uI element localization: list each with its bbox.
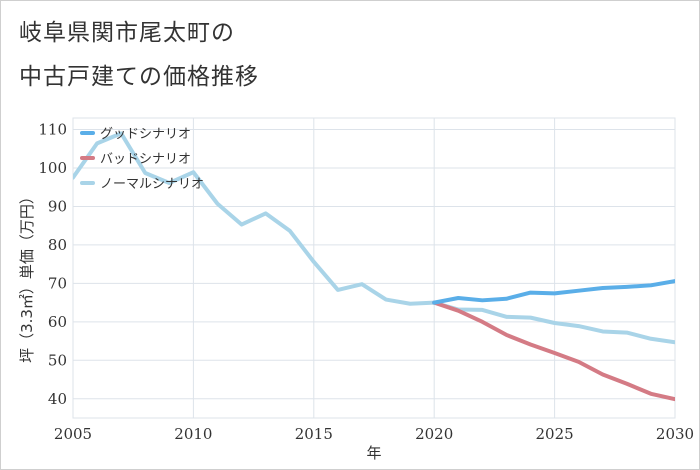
y-tick-100: 100 [38,159,67,177]
y-tick-110: 110 [38,121,67,139]
y-tick-40: 40 [48,390,67,408]
series-line-1 [432,300,675,402]
x-axis-label: 年 [366,444,381,462]
chart-title: 岐阜県関市尾太町の 中古戸建ての価格推移 [19,11,259,99]
y-tick-50: 50 [48,351,67,369]
x-tick-2020: 2020 [415,425,453,443]
y-tick-80: 80 [48,236,67,254]
x-tick-2005: 2005 [54,425,92,443]
y-tick-90: 90 [48,197,67,215]
y-axis-label: 坪（3.3㎡）単価（万円） [18,189,36,363]
x-tick-2010: 2010 [174,425,212,443]
chart-title-line1: 岐阜県関市尾太町の [19,20,235,46]
x-tick-2025: 2025 [536,425,574,443]
chart-title-line2: 中古戸建ての価格推移 [19,64,259,90]
x-tick-2030: 2030 [656,425,694,443]
x-tick-labels: 2005 2010 2015 2020 2025 2030 [54,425,694,443]
x-tick-2015: 2015 [295,425,333,443]
legend-label-1: バッドシナリオ [100,152,191,167]
series-line-2 [73,131,675,345]
y-tick-60: 60 [48,313,67,331]
y-tick-labels: 40 50 60 70 80 90 100 110 [38,121,67,408]
series-group [73,131,675,402]
y-tick-70: 70 [48,274,67,292]
legend-label-0: グッドシナリオ [100,127,191,142]
legend-label-2: ノーマルシナリオ [100,177,204,192]
series-line-0 [432,279,675,305]
